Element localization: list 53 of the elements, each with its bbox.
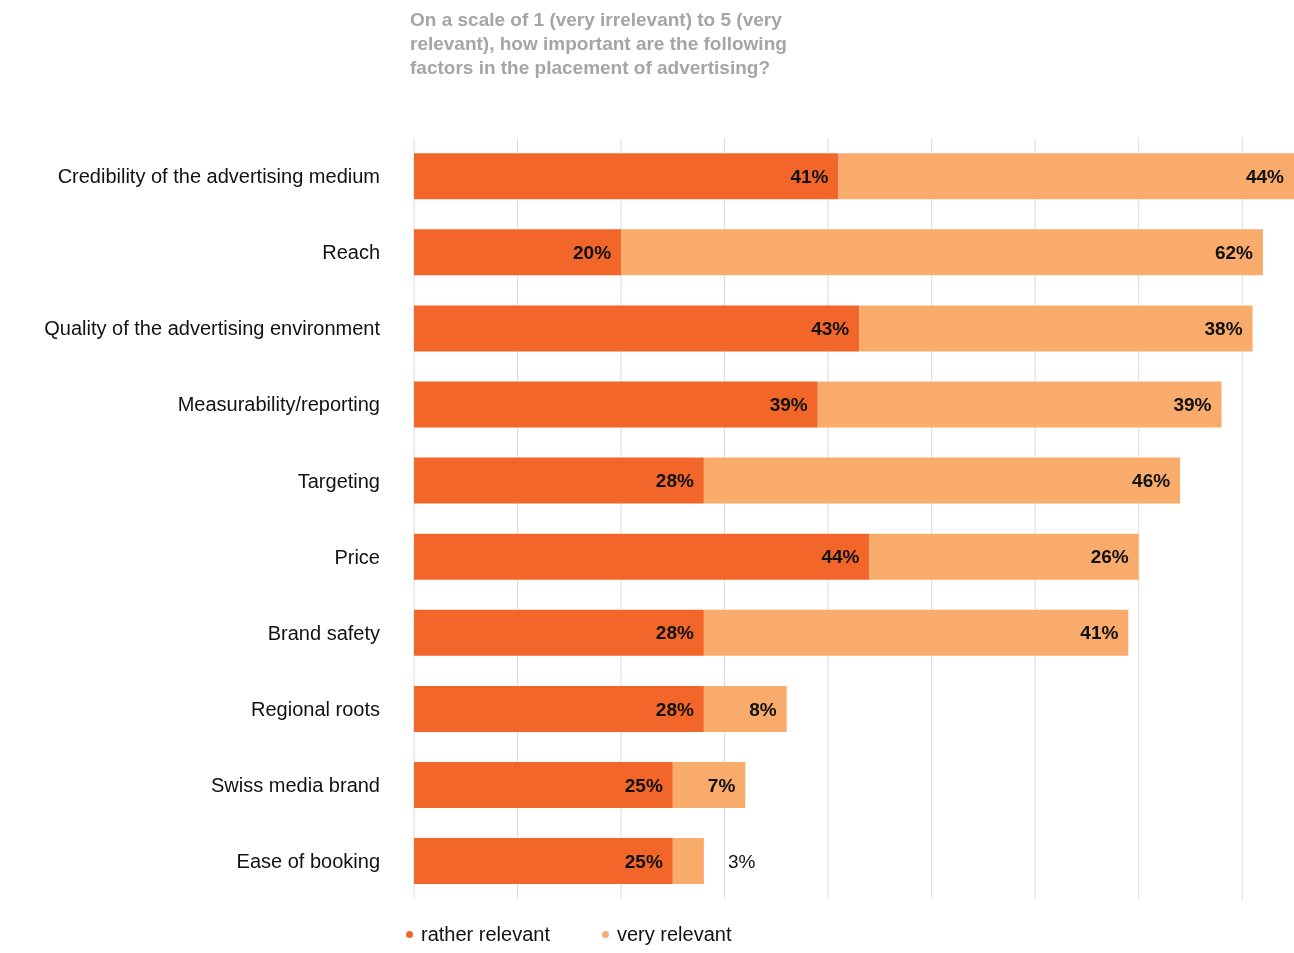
bar (621, 229, 1263, 276)
bar (703, 457, 1181, 504)
y-tick-label: Price (334, 545, 380, 568)
data-label: 28% (655, 622, 694, 644)
y-tick-label: Brand safety (267, 621, 380, 644)
data-label: 8% (749, 698, 777, 720)
bar (869, 533, 1139, 580)
y-tick-label: Quality of the advertising environment (44, 317, 381, 340)
bar (672, 762, 746, 809)
bar (414, 838, 673, 885)
bar (414, 685, 704, 732)
data-label: 44% (1245, 165, 1285, 187)
data-label: 41% (790, 165, 829, 187)
data-label: 28% (655, 698, 694, 720)
data-label: 3% (727, 850, 756, 872)
y-tick-label: Swiss media brand (211, 773, 380, 796)
bar (414, 533, 870, 580)
data-label: 28% (655, 470, 694, 492)
data-label: 25% (624, 774, 663, 796)
bar (838, 153, 1294, 200)
y-tick-label: Reach (322, 241, 380, 264)
chart-title: On a scale of 1 (very irrelevant) to 5 (very relevant), how important are the following factors in the placement of advertising? (410, 8, 788, 80)
data-label: 20% (573, 241, 612, 263)
y-tick-label: Credibility of the advertising medium (57, 165, 380, 188)
bar (414, 381, 818, 428)
data-label: 38% (1204, 318, 1243, 340)
data-label: 25% (624, 850, 663, 872)
data-label: 43% (811, 318, 850, 340)
bar (859, 305, 1253, 352)
bar (414, 305, 860, 352)
bar (672, 838, 704, 885)
y-tick-label: Regional roots (251, 697, 380, 720)
bar (414, 762, 673, 809)
legend-label: very relevant (615, 923, 732, 946)
data-label: 41% (1080, 622, 1119, 644)
y-tick-label: Targeting (297, 469, 380, 492)
data-label: 39% (769, 394, 808, 416)
data-label: 7% (707, 774, 736, 796)
bar (817, 381, 1222, 428)
bar (703, 609, 1129, 656)
bar (703, 685, 787, 732)
data-label: 62% (1214, 241, 1254, 263)
y-tick-label: Ease of booking (236, 850, 380, 873)
bar (414, 609, 704, 656)
bar (414, 457, 704, 504)
data-label: 26% (1090, 546, 1129, 568)
legend-label: rather relevant (420, 923, 550, 946)
data-label: 46% (1132, 470, 1171, 492)
bar (414, 153, 839, 200)
y-tick-label: Measurability/reporting (177, 393, 380, 416)
data-label: 39% (1173, 394, 1212, 416)
data-label: 44% (821, 546, 860, 568)
bar (414, 229, 622, 276)
